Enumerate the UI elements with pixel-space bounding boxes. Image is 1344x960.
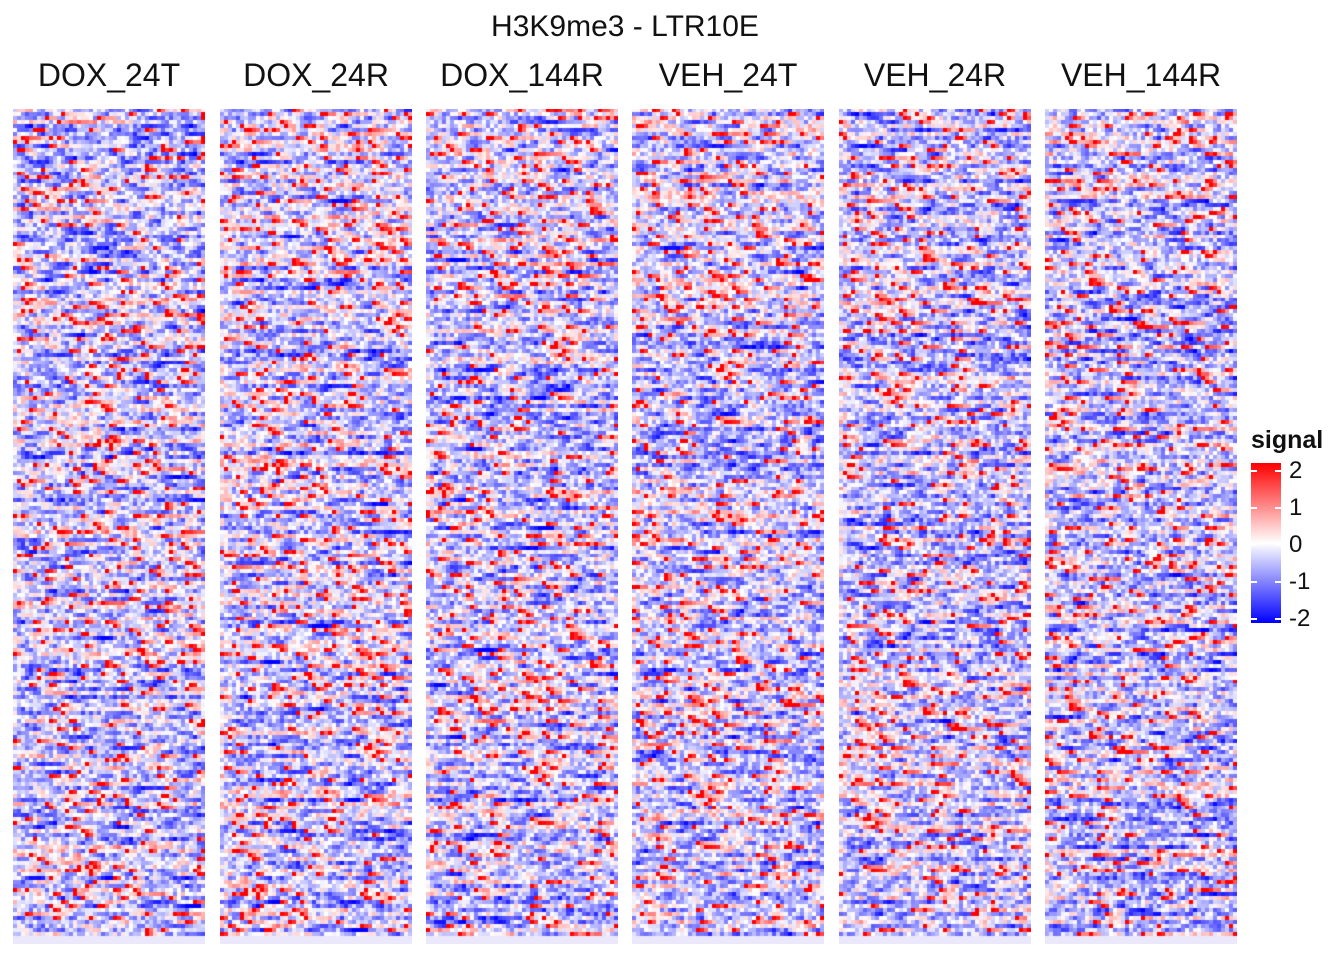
- panel-label-dox-144r: DOX_144R: [440, 57, 604, 93]
- heatmap-panel-veh-24r: [839, 109, 1031, 944]
- panel-label-dox-24r: DOX_24R: [243, 57, 389, 93]
- legend-label-1: 1: [1289, 494, 1303, 521]
- heatmap-panel-dox-144r: [426, 109, 618, 944]
- color-scale-bar: [1251, 463, 1281, 623]
- panel-label-veh-24t: VEH_24T: [658, 57, 798, 93]
- chart-title: H3K9me3 - LTR10E: [491, 10, 759, 43]
- heatmap-panel-dox-24t: [13, 109, 205, 944]
- panel-label-veh-144r: VEH_144R: [1060, 57, 1222, 93]
- legend-label-minus-2: -2: [1289, 605, 1311, 632]
- legend-label-minus-1: -1: [1289, 568, 1311, 595]
- legend-label-0: 0: [1289, 531, 1303, 558]
- panel-label-veh-24r: VEH_24R: [863, 57, 1007, 93]
- legend-label-2: 2: [1289, 457, 1303, 484]
- legend-title: signal: [1251, 426, 1324, 454]
- heatmap-panel-dox-24r: [220, 109, 412, 944]
- heatmap-panel-veh-144r: [1045, 109, 1237, 944]
- panel-label-dox-24t: DOX_24T: [37, 57, 181, 93]
- heatmap-panel-veh-24t: [632, 109, 824, 944]
